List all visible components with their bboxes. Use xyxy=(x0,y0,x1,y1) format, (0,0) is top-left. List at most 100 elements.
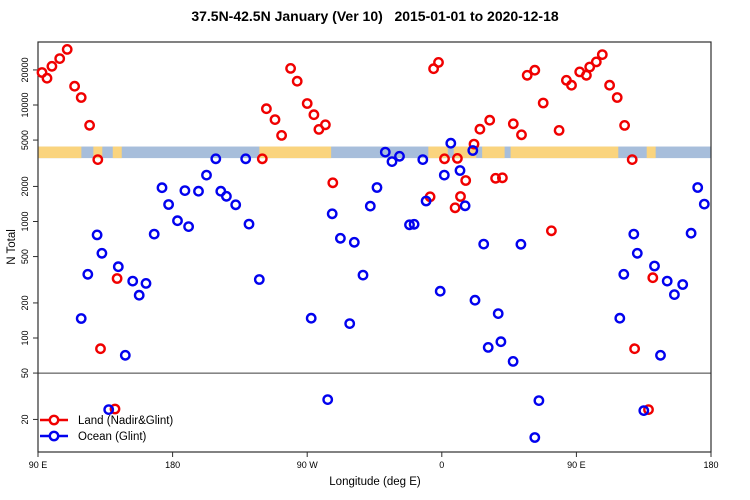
ocean-data-point xyxy=(172,215,183,227)
land-data-point xyxy=(521,69,533,81)
ocean-data-point xyxy=(305,312,317,324)
map-band-land-segment xyxy=(453,146,477,159)
ocean-data-point xyxy=(133,289,145,301)
ocean-data-point xyxy=(478,238,490,250)
land-data-point xyxy=(629,343,640,355)
ocean-data-point xyxy=(408,218,420,230)
y-tick-label: 1000 xyxy=(20,211,30,231)
map-band-land-segment xyxy=(428,146,448,159)
ocean-data-point xyxy=(434,285,446,297)
ocean-data-point xyxy=(357,269,369,281)
land-data-point xyxy=(92,154,104,166)
land-data-point xyxy=(449,202,461,214)
ocean-data-point xyxy=(677,279,689,290)
ocean-data-point xyxy=(220,190,232,202)
ocean-data-point xyxy=(692,182,704,193)
ocean-data-point xyxy=(348,236,360,248)
plot-border xyxy=(37,41,712,453)
ocean-data-point xyxy=(628,228,640,240)
ocean-data-point xyxy=(201,169,212,181)
legend-symbol-ocean xyxy=(48,430,60,442)
ocean-data-point xyxy=(344,318,356,329)
land-data-point xyxy=(75,92,87,103)
ocean-data-point xyxy=(230,199,242,211)
ocean-data-point xyxy=(334,232,346,244)
y-tick-label: 20 xyxy=(20,414,30,424)
ocean-data-point xyxy=(445,137,457,149)
x-tick-label: 180 xyxy=(703,460,718,470)
map-band-land-segment xyxy=(510,146,619,159)
land-data-point xyxy=(566,79,577,91)
land-data-point xyxy=(468,138,480,150)
land-data-point xyxy=(537,97,549,109)
ocean-data-point xyxy=(631,247,643,259)
ocean-data-point xyxy=(379,146,391,158)
ocean-data-point xyxy=(469,294,481,306)
ocean-data-point xyxy=(163,199,175,210)
ocean-data-point xyxy=(179,185,191,197)
ocean-data-point xyxy=(91,229,103,241)
legend-label-land: Land (Nadir&Glint) xyxy=(78,415,173,427)
land-data-point xyxy=(433,57,444,68)
land-data-point xyxy=(455,191,466,202)
land-data-point xyxy=(460,175,472,186)
land-data-point xyxy=(111,273,123,284)
ocean-data-point xyxy=(669,289,680,300)
land-data-point xyxy=(439,153,450,165)
ocean-data-point xyxy=(459,200,471,212)
ocean-data-point xyxy=(386,156,398,168)
y-tick-label: 500 xyxy=(20,249,30,264)
land-data-point xyxy=(41,72,53,84)
ocean-data-point xyxy=(533,395,545,406)
x-axis-label: Longitude (deg E) xyxy=(329,476,421,488)
ocean-data-point xyxy=(156,182,168,194)
land-data-point xyxy=(319,119,331,131)
y-tick-label: 2000 xyxy=(20,176,30,196)
land-data-point xyxy=(619,120,630,131)
land-data-point xyxy=(507,118,519,130)
y-tick-label: 100 xyxy=(20,330,30,345)
land-data-point xyxy=(529,64,541,76)
x-tick-label: 0 xyxy=(439,460,444,470)
land-data-point xyxy=(604,79,615,91)
ocean-data-point xyxy=(96,247,108,259)
ocean-data-point xyxy=(253,274,265,285)
land-data-point xyxy=(308,109,320,121)
ocean-data-point xyxy=(148,228,160,240)
ocean-data-point xyxy=(492,308,504,319)
x-tick-label: 90 E xyxy=(567,460,586,470)
ocean-data-point xyxy=(638,405,650,416)
land-data-point xyxy=(69,80,81,92)
ocean-data-point xyxy=(127,275,139,287)
ocean-data-point xyxy=(618,268,630,280)
ocean-data-point xyxy=(404,219,415,231)
map-band-land-segment xyxy=(482,146,505,159)
map-band-land-segment xyxy=(93,146,103,159)
land-data-point xyxy=(285,63,296,74)
land-data-point xyxy=(95,343,106,355)
y-tick-label: 200 xyxy=(20,295,30,310)
land-data-point xyxy=(276,129,287,141)
ocean-data-point xyxy=(364,200,376,212)
land-data-point xyxy=(474,123,486,135)
ocean-data-point xyxy=(661,275,673,287)
chart-title: 37.5N-42.5N January (Ver 10) 2015-01-01 … xyxy=(191,8,559,24)
land-data-point xyxy=(46,60,58,72)
ocean-data-point xyxy=(495,336,507,348)
map-band-land-segment xyxy=(38,146,82,159)
ocean-data-point xyxy=(614,312,626,324)
ocean-data-point xyxy=(82,268,94,280)
ocean-data-point xyxy=(371,182,383,193)
land-data-point xyxy=(260,103,272,115)
land-data-point xyxy=(61,44,73,55)
legend-label-ocean: Ocean (Glint) xyxy=(78,431,147,443)
land-data-point xyxy=(484,114,496,126)
ocean-data-point xyxy=(112,261,124,273)
ocean-data-point xyxy=(438,169,450,181)
x-tick-label: 180 xyxy=(165,460,180,470)
land-data-point xyxy=(84,119,96,131)
land-data-point xyxy=(490,172,501,184)
ocean-data-point xyxy=(420,195,432,207)
